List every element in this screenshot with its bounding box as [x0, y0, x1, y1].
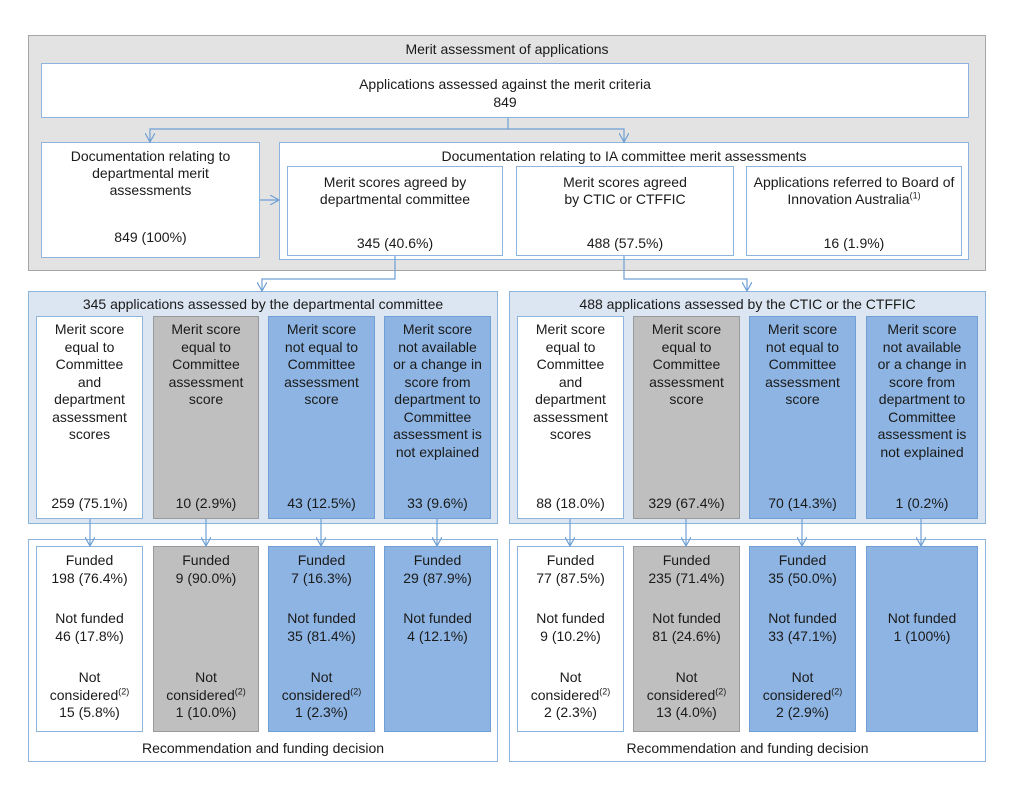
ctic-col-4-label: Merit score not available or a change in… [877, 321, 967, 460]
dept-outcome-2-funded: Funded 9 (90.0%) [175, 552, 237, 586]
ctic-outcome-1-not-considered: Not considered(2) [530, 669, 611, 703]
dept-col-1-merit: Merit score equal to Committee and depar… [36, 316, 143, 519]
ctic-col-1-label: Merit score equal to Committee and depar… [533, 321, 608, 442]
applications-assessed-box: Applications assessed against the merit … [41, 63, 969, 118]
board-referral-box: Applications referred to Board of Innova… [746, 166, 962, 256]
footnote-2-marker: (2) [350, 685, 362, 696]
ctic-value: 488 (57.5%) [586, 235, 664, 251]
dept-committee-value: 345 (40.6%) [356, 235, 434, 251]
dept-outcome-4: Funded 29 (87.9%) Not funded 4 (12.1%) [384, 546, 491, 732]
dept-outcome-1-nc-value: 15 (5.8%) [59, 704, 120, 720]
dept-col-2-value: 10 (2.9%) [175, 494, 237, 511]
dept-col-2-merit: Merit score equal to Committee assessmen… [153, 316, 259, 519]
dept-outcome-3: Funded 7 (16.3%) Not funded 35 (81.4%) N… [268, 546, 375, 732]
doc-ia-label: Documentation relating to IA committee m… [441, 148, 807, 164]
dept-col-2-label: Merit score equal to Committee assessmen… [168, 321, 244, 407]
dept-outcome-3-nc-value: 1 (2.3%) [295, 704, 348, 720]
dept-col-3-value: 43 (12.5%) [287, 494, 356, 511]
dept-outcome-1-funded: Funded 198 (76.4%) [51, 552, 128, 586]
ctic-outcome-2-not-funded: Not funded 81 (24.6%) [652, 610, 721, 644]
ctic-outcome-3-funded: Funded 35 (50.0%) [768, 552, 837, 586]
ctic-outcome-4: Not funded 1 (100%) [866, 546, 978, 732]
applications-assessed-value: 849 [493, 94, 517, 110]
ctic-outcome-1: Funded 77 (87.5%) Not funded 9 (10.2%) N… [517, 546, 624, 732]
dept-outcome-2: Funded 9 (90.0%) Not considered(2) 1 (10… [153, 546, 259, 732]
ctic-col-3-value: 70 (14.3%) [768, 494, 837, 511]
ctic-outcome-2-not-considered: Not considered(2) [646, 669, 727, 703]
dept-outcome-4-not-funded: Not funded 4 (12.1%) [403, 610, 472, 644]
ctic-outcome-3-not-considered: Not considered(2) [762, 669, 843, 703]
ctic-outcome-3-not-funded: Not funded 33 (47.1%) [768, 610, 837, 644]
dept-outcomes-footer: Recommendation and funding decision [141, 740, 385, 756]
footnote-1-marker: (1) [909, 190, 921, 201]
ctic-label: Merit scores agreed by CTIC or CTFFIC [563, 174, 687, 207]
dept-outcome-4-funded: Funded 29 (87.9%) [403, 552, 472, 586]
ctic-outcome-3: Funded 35 (50.0%) Not funded 33 (47.1%) … [749, 546, 856, 732]
ctic-outcome-1-nc-value: 2 (2.3%) [544, 704, 597, 720]
footnote-2-marker: (2) [118, 685, 130, 696]
ctic-outcome-1-not-funded: Not funded 9 (10.2%) [536, 610, 605, 644]
footnote-2-marker: (2) [234, 685, 246, 696]
section-title: Merit assessment of applications [405, 41, 609, 57]
dept-outcome-1: Funded 198 (76.4%) Not funded 46 (17.8%)… [36, 546, 143, 732]
ctic-outcome-1-funded: Funded 77 (87.5%) [536, 552, 605, 586]
dept-outcome-2-nc-value: 1 (10.0%) [175, 704, 237, 720]
dept-col-3-label: Merit score not equal to Committee asses… [284, 321, 359, 407]
ctic-col-2-label: Merit score equal to Committee assessmen… [649, 321, 724, 407]
dept-outcome-3-not-funded: Not funded 35 (81.4%) [287, 610, 356, 644]
ctic-outcomes-footer: Recommendation and funding decision [626, 740, 869, 756]
ctic-box: Merit scores agreed by CTIC or CTFFIC 48… [516, 166, 734, 256]
ctic-col-2-value: 329 (67.4%) [648, 494, 725, 511]
ctic-col-4-merit: Merit score not available or a change in… [866, 316, 978, 519]
dept-panel-title: 345 applications assessed by the departm… [82, 296, 444, 312]
dept-col-4-value: 33 (9.6%) [407, 494, 468, 511]
board-referral-label: Applications referred to Board of Innova… [753, 174, 955, 207]
ctic-outcome-4-not-funded: Not funded 1 (100%) [887, 610, 957, 644]
applications-assessed-label: Applications assessed against the merit … [359, 76, 651, 92]
footnote-2-marker: (2) [715, 685, 727, 696]
dept-outcome-3-not-considered: Not considered(2) [281, 669, 362, 703]
ctic-col-1-value: 88 (18.0%) [536, 494, 605, 511]
dept-outcome-2-not-considered: Not considered(2) [166, 669, 246, 703]
ctic-outcome-2-nc-value: 13 (4.0%) [656, 704, 717, 720]
ctic-col-3-label: Merit score not equal to Committee asses… [765, 321, 840, 407]
doc-dept-value: 849 (100%) [114, 229, 187, 245]
ctic-col-3-merit: Merit score not equal to Committee asses… [749, 316, 856, 519]
footnote-2-marker: (2) [599, 685, 611, 696]
dept-committee-box: Merit scores agreed by departmental comm… [287, 166, 503, 256]
dept-outcome-1-not-funded: Not funded 46 (17.8%) [55, 610, 124, 644]
dept-col-4-merit: Merit score not available or a change in… [384, 316, 491, 519]
ctic-panel-title: 488 applications assessed by the CTIC or… [579, 296, 916, 312]
ctic-col-2-merit: Merit score equal to Committee assessmen… [633, 316, 740, 519]
dept-col-4-label: Merit score not available or a change in… [393, 321, 482, 460]
dept-col-1-value: 259 (75.1%) [51, 494, 128, 511]
footnote-2-marker: (2) [831, 685, 843, 696]
dept-committee-label: Merit scores agreed by departmental comm… [319, 174, 471, 207]
ctic-col-4-value: 1 (0.2%) [895, 494, 949, 511]
dept-col-3-merit: Merit score not equal to Committee asses… [268, 316, 375, 519]
dept-col-1-label: Merit score equal to Committee and depar… [52, 321, 127, 442]
doc-dept-label: Documentation relating to departmental m… [70, 148, 231, 198]
board-referral-value: 16 (1.9%) [823, 235, 885, 251]
dept-outcome-3-funded: Funded 7 (16.3%) [291, 552, 352, 586]
ctic-outcome-2-funded: Funded 235 (71.4%) [648, 552, 725, 586]
dept-outcome-1-not-considered: Not considered(2) [49, 669, 130, 703]
ctic-col-1-merit: Merit score equal to Committee and depar… [517, 316, 624, 519]
ctic-outcome-2: Funded 235 (71.4%) Not funded 81 (24.6%)… [633, 546, 740, 732]
ctic-outcome-3-nc-value: 2 (2.9%) [776, 704, 829, 720]
doc-dept-box: Documentation relating to departmental m… [41, 142, 260, 258]
